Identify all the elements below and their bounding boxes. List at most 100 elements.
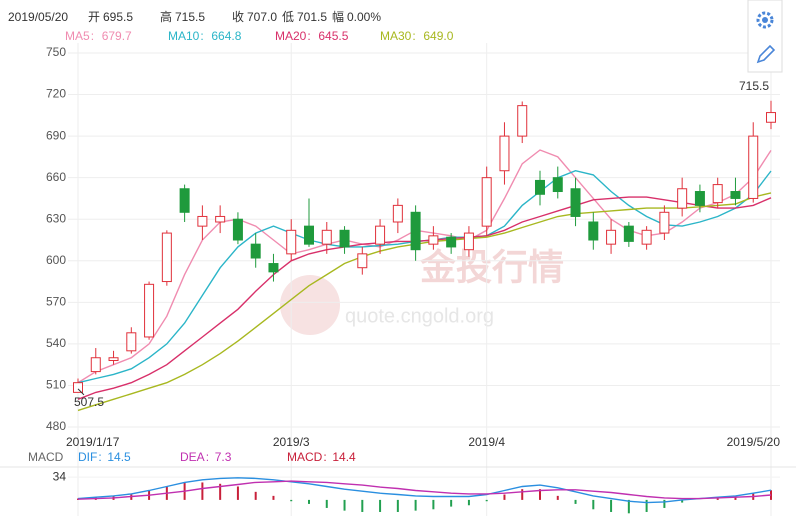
candle-body: [232, 218, 243, 241]
candle-body: [694, 191, 705, 206]
candle-body: [90, 357, 101, 373]
legend-name: MA20: [275, 29, 307, 43]
candle-body: [321, 229, 332, 245]
macd-legend-value: 14.4: [332, 450, 356, 464]
ma-line: [77, 196, 772, 400]
candle-body: [641, 229, 652, 245]
x-tick-label: 2019/1/17: [66, 435, 120, 449]
candle-body: [215, 215, 226, 223]
legend-value: 649.0: [423, 29, 453, 43]
macd-title: MACD: [28, 450, 64, 464]
macd-line: [77, 480, 772, 500]
candle-body: [730, 191, 741, 199]
y-tick-label: 480: [46, 419, 66, 433]
header-value: 715.5: [175, 10, 205, 24]
candle-body: [606, 229, 617, 245]
y-tick-label: 510: [46, 378, 66, 392]
candle-body: [481, 177, 492, 227]
candle-body: [623, 225, 634, 242]
x-tick-label: 2019/3: [273, 435, 310, 449]
candle-body: [108, 357, 119, 362]
macd-legend-name: DIF: [78, 450, 97, 464]
y-tick-label: 600: [46, 253, 66, 267]
header-label: 收: [232, 10, 244, 24]
legend-value: 645.5: [318, 29, 348, 43]
candle-body: [392, 204, 403, 223]
legend-sep: :: [412, 29, 415, 43]
candle-body: [161, 232, 172, 283]
header-label: 幅: [332, 9, 344, 24]
settings-icon[interactable]: [756, 11, 774, 29]
macd-legend-name: MACD: [287, 450, 323, 464]
macd-legend-name: DEA: [180, 450, 205, 464]
macd-legend-value: 7.3: [215, 450, 232, 464]
y-tick-label: 540: [46, 336, 66, 350]
header-date: 2019/05/20: [8, 10, 68, 24]
macd-line: [77, 477, 772, 504]
y-tick-label: 720: [46, 87, 66, 101]
candle-body: [446, 236, 457, 248]
macd-y-tick-label: 34: [53, 469, 67, 483]
y-tick-label: 660: [46, 170, 66, 184]
macd-legend-value: 14.5: [107, 450, 131, 464]
legend-sep: :: [200, 29, 203, 43]
candle-body: [677, 188, 688, 209]
legend-sep: :: [307, 29, 310, 43]
candle-body: [748, 135, 759, 199]
x-tick-label: 2019/5/20: [727, 435, 781, 449]
min-label: 507.5: [74, 395, 104, 409]
header-value: 695.5: [103, 10, 133, 24]
legend-sep: :: [91, 29, 94, 43]
y-tick-label: 690: [46, 128, 66, 142]
x-tick-label: 2019/4: [468, 435, 505, 449]
min-pointer: [77, 388, 85, 396]
candle-body: [517, 105, 528, 137]
candle-body: [286, 229, 297, 255]
macd-legend-sep: :: [98, 450, 101, 464]
max-label: 715.5: [739, 79, 769, 93]
legend-value: 679.7: [102, 29, 132, 43]
y-tick-label: 630: [46, 211, 66, 225]
y-tick-label: 750: [46, 45, 66, 59]
y-tick-label: 570: [46, 295, 66, 309]
candle-body: [570, 188, 581, 217]
candle-body: [126, 332, 137, 352]
header-label: 高: [160, 9, 172, 24]
candle-body: [268, 263, 279, 273]
watermark-brand: 金投行情: [419, 247, 564, 288]
candle-body: [179, 188, 190, 213]
toolbar: [747, 0, 783, 73]
candle-body: [499, 135, 510, 172]
ma-line: [77, 192, 772, 412]
legend-value: 664.8: [211, 29, 241, 43]
header-label: 开: [88, 10, 100, 24]
candle-body: [766, 112, 776, 123]
candle-body: [357, 253, 368, 269]
candle-body: [552, 177, 563, 193]
header-value: 701.5: [297, 10, 327, 24]
watermark-url: quote.cngold.org: [345, 305, 494, 327]
draw-icon[interactable]: [756, 44, 776, 64]
legend-name: MA5: [65, 29, 90, 43]
macd-legend-sep: :: [206, 450, 209, 464]
legend-name: MA10: [168, 29, 200, 43]
legend-name: MA30: [380, 29, 412, 43]
candle-body: [375, 225, 386, 245]
candle-body: [588, 221, 599, 241]
candle-body: [712, 184, 723, 204]
candle-body: [197, 215, 208, 227]
candle-body: [659, 211, 670, 234]
candle-body: [250, 243, 261, 259]
candle-body: [73, 382, 83, 393]
ma-line: [77, 149, 772, 384]
header-value: 707.0: [247, 10, 277, 24]
header-value: 0.00%: [347, 10, 381, 24]
watermark-logo: [280, 275, 340, 335]
candle-body: [428, 235, 439, 245]
candle-body: [410, 211, 421, 251]
candle-body: [535, 179, 545, 195]
macd-legend-sep: :: [323, 450, 326, 464]
candle-body: [304, 225, 314, 245]
header-label: 低: [282, 10, 294, 24]
